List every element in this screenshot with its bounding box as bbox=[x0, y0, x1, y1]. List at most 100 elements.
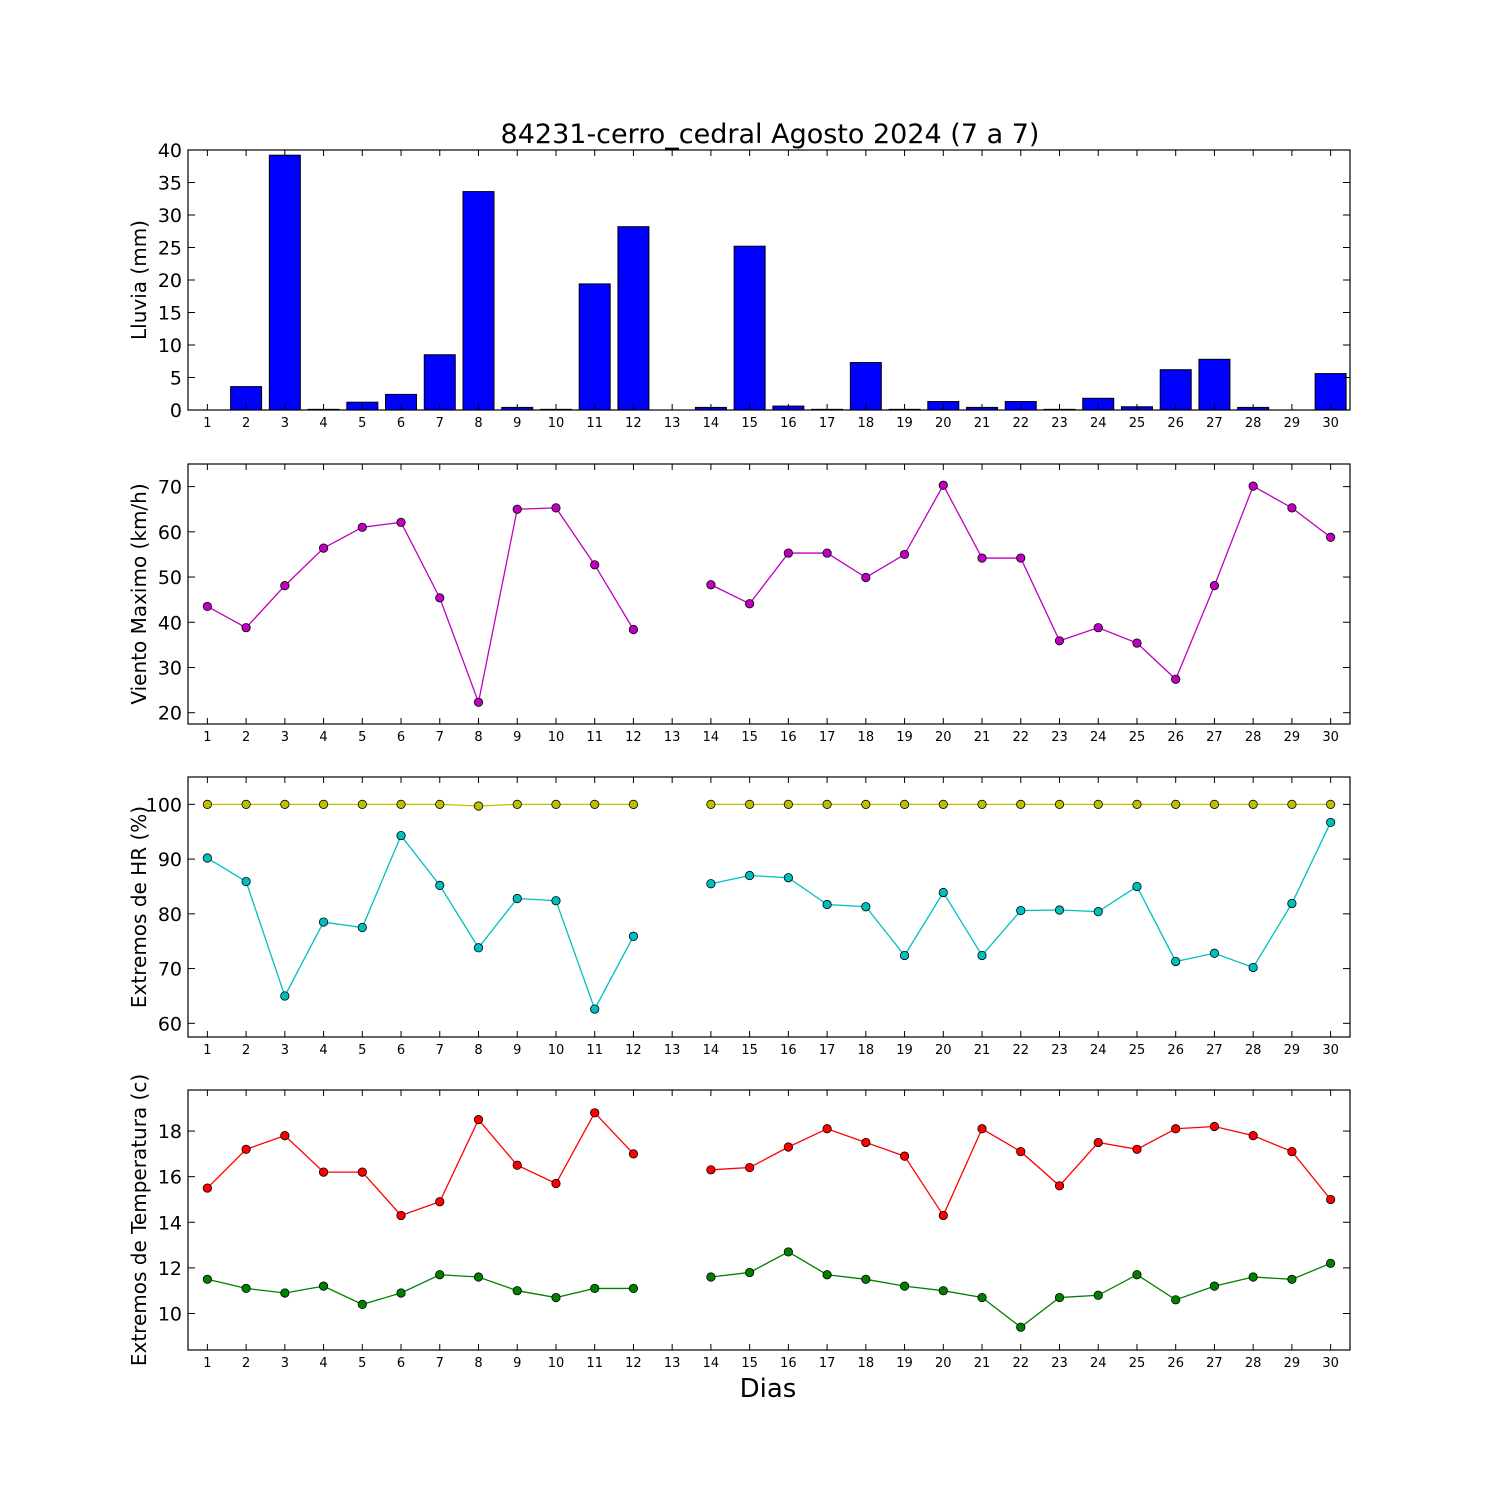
x-tick-label: 22 bbox=[1012, 416, 1029, 431]
data-point bbox=[357, 1167, 367, 1177]
x-tick-label: 7 bbox=[436, 730, 444, 745]
data-point bbox=[938, 1210, 948, 1221]
data-point bbox=[1132, 1270, 1142, 1280]
series-line bbox=[710, 483, 1332, 681]
data-point bbox=[590, 1108, 600, 1118]
data-point bbox=[745, 1267, 755, 1278]
x-tick-label: 26 bbox=[1167, 1043, 1184, 1058]
y-tick-label: 70 bbox=[158, 477, 182, 499]
data-point bbox=[783, 873, 793, 883]
x-tick-label: 17 bbox=[819, 730, 836, 745]
data-point bbox=[1054, 1181, 1065, 1191]
data-point bbox=[241, 799, 251, 809]
x-tick-label: 1 bbox=[203, 1356, 211, 1371]
x-tick-label: 9 bbox=[513, 1043, 521, 1058]
x-tick-label: 9 bbox=[513, 416, 521, 431]
data-point bbox=[1093, 1137, 1103, 1148]
x-tick-label: 25 bbox=[1129, 730, 1146, 745]
y-tick-label: 40 bbox=[158, 140, 182, 162]
x-tick-label: 2 bbox=[242, 416, 250, 431]
data-point bbox=[1016, 1322, 1026, 1332]
x-tick-label: 19 bbox=[896, 1356, 913, 1371]
x-tick-label: 15 bbox=[741, 1356, 758, 1371]
x-tick-label: 18 bbox=[858, 730, 875, 745]
x-tick-label: 8 bbox=[474, 730, 482, 745]
x-tick-label: 16 bbox=[780, 730, 797, 745]
data-point bbox=[590, 1283, 600, 1294]
x-tick-label: 2 bbox=[242, 730, 250, 745]
data-point bbox=[280, 581, 290, 591]
x-tick-label: 29 bbox=[1284, 730, 1301, 745]
y-axis-label: Viento Maximo (km/h) bbox=[127, 483, 151, 704]
x-tick-label: 7 bbox=[436, 416, 444, 431]
y-tick-label: 14 bbox=[158, 1212, 182, 1234]
x-tick-label: 28 bbox=[1245, 1356, 1262, 1371]
x-tick-label: 12 bbox=[625, 1043, 642, 1058]
x-tick-label: 9 bbox=[513, 1356, 521, 1371]
data-point bbox=[977, 950, 987, 961]
data-point bbox=[822, 548, 832, 558]
x-tick-label: 9 bbox=[513, 730, 521, 745]
data-point bbox=[899, 549, 910, 560]
data-point bbox=[202, 601, 212, 612]
data-point bbox=[1287, 1146, 1297, 1157]
data-point bbox=[435, 880, 445, 890]
x-tick-label: 4 bbox=[319, 416, 327, 431]
y-tick-label: 10 bbox=[158, 335, 182, 357]
data-point bbox=[1171, 1295, 1181, 1305]
data-point bbox=[590, 799, 600, 809]
x-tick-label: 22 bbox=[1012, 1356, 1029, 1371]
x-tick-label: 29 bbox=[1284, 1043, 1301, 1058]
data-point bbox=[1093, 623, 1103, 633]
x-tick-label: 21 bbox=[974, 416, 991, 431]
data-point bbox=[1016, 799, 1026, 809]
data-point bbox=[783, 799, 793, 809]
data-point bbox=[512, 1160, 522, 1170]
series-line bbox=[207, 803, 634, 807]
data-point bbox=[396, 830, 406, 841]
axes-frame bbox=[187, 463, 1351, 725]
x-tick-label: 11 bbox=[586, 416, 603, 431]
x-tick-label: 2 bbox=[242, 1356, 250, 1371]
data-point bbox=[1326, 799, 1336, 809]
data-point bbox=[202, 1183, 212, 1193]
data-point bbox=[822, 1270, 832, 1280]
data-point bbox=[551, 799, 561, 809]
data-point bbox=[1209, 1281, 1220, 1291]
data-point bbox=[357, 522, 367, 532]
x-tick-label: 12 bbox=[625, 416, 642, 431]
data-point bbox=[473, 697, 484, 707]
data-point bbox=[861, 902, 871, 912]
axes-frame bbox=[187, 776, 1351, 1038]
y-tick-label: 30 bbox=[158, 205, 182, 227]
y-axis-label: Lluvia (mm) bbox=[127, 220, 151, 340]
y-tick-label: 20 bbox=[158, 270, 182, 292]
data-point bbox=[396, 799, 406, 809]
x-tick-label: 22 bbox=[1012, 730, 1029, 745]
x-tick-label: 29 bbox=[1284, 416, 1301, 431]
data-point bbox=[706, 1272, 716, 1282]
x-tick-label: 13 bbox=[664, 730, 681, 745]
data-point bbox=[1209, 581, 1220, 591]
x-tick-label: 5 bbox=[358, 730, 366, 745]
data-point bbox=[1016, 553, 1026, 563]
data-point bbox=[1054, 1292, 1065, 1303]
x-tick-label: 17 bbox=[819, 416, 836, 431]
x-tick-label: 8 bbox=[474, 1043, 482, 1058]
y-tick-label: 0 bbox=[170, 400, 182, 422]
x-tick-label: 2 bbox=[242, 1043, 250, 1058]
data-point bbox=[357, 1299, 367, 1309]
x-tick-label: 25 bbox=[1129, 416, 1146, 431]
y-tick-label: 30 bbox=[158, 657, 182, 679]
y-tick-label: 60 bbox=[158, 522, 182, 544]
data-point bbox=[280, 1131, 290, 1141]
data-point bbox=[977, 799, 987, 809]
data-point bbox=[745, 1162, 755, 1173]
data-point bbox=[938, 799, 948, 809]
x-tick-label: 4 bbox=[319, 730, 327, 745]
data-point bbox=[1093, 907, 1103, 917]
series-line bbox=[710, 1125, 1332, 1217]
data-point bbox=[1248, 481, 1258, 491]
